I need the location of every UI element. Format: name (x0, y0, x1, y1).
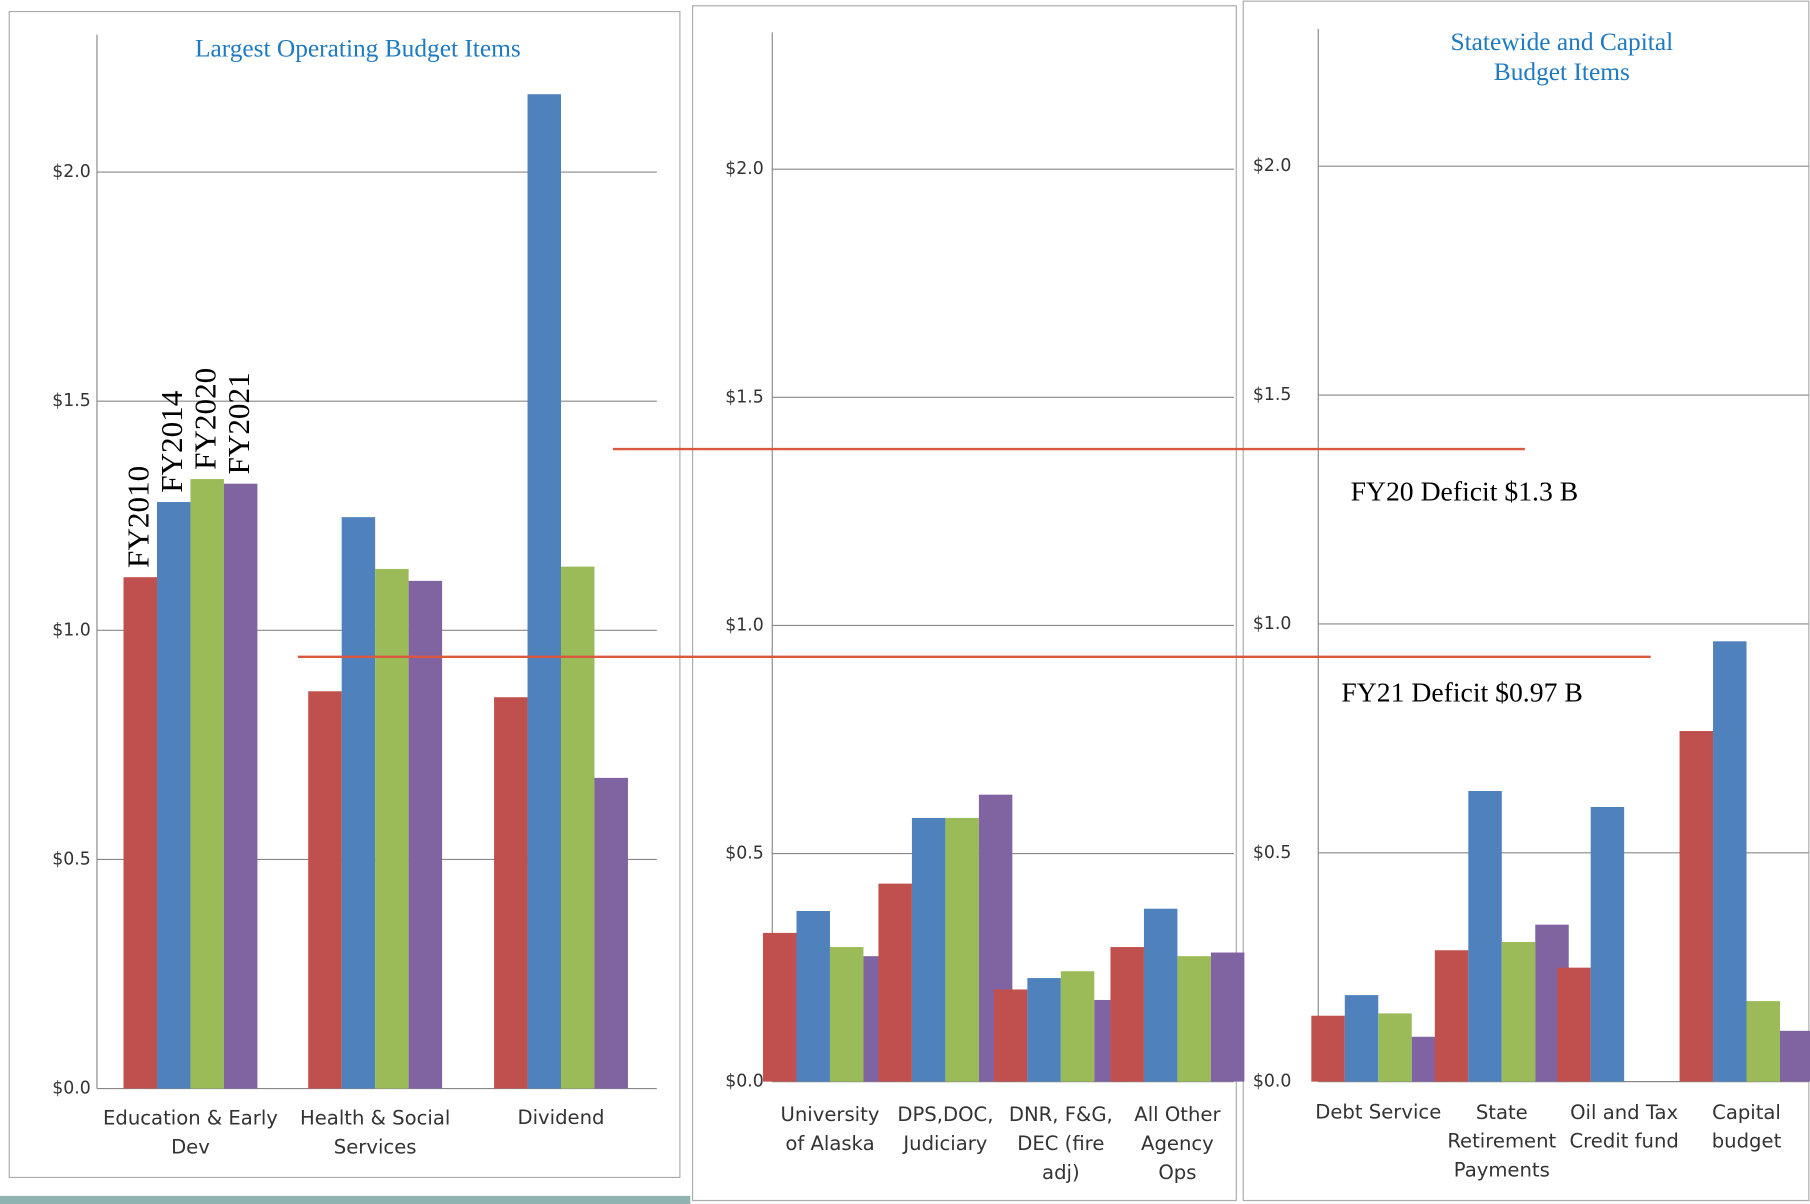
bar (1557, 967, 1591, 1082)
bar (1143, 908, 1178, 1082)
panel-frame (692, 5, 1237, 1202)
bar (1434, 950, 1469, 1082)
y-tick-label: $1.0 (725, 615, 764, 635)
y-tick-label: $0.0 (1253, 1072, 1292, 1092)
bar (1713, 641, 1747, 1082)
bar (1590, 806, 1625, 1082)
bar (527, 94, 562, 1089)
bar (878, 883, 912, 1082)
bar (1746, 1001, 1780, 1082)
bar (1779, 1030, 1810, 1082)
y-tick-label: $2.0 (1253, 156, 1292, 176)
legend-label: FY2014 (154, 390, 189, 493)
y-tick-label: $0.5 (52, 849, 91, 869)
panel-frame (1242, 0, 1810, 1202)
y-tick-label: $2.0 (52, 162, 91, 182)
charts: $0.0 $0.5 $1.0 $1.5 $2.0 Largest Operating Bu… (52, 28, 1810, 1184)
x-tick-label: Dividend (518, 1106, 605, 1129)
footer-strip (0, 1195, 691, 1204)
legend-label: FY2020 (188, 368, 223, 470)
bar (763, 932, 797, 1082)
x-tick-label: DNR, F&G, DEC (fire adj) (1009, 1103, 1113, 1184)
bar (308, 691, 342, 1089)
y-tick-label: $1.0 (52, 620, 91, 640)
y-tick-label: $1.5 (1253, 385, 1292, 405)
bar (1679, 731, 1714, 1082)
x-tick-label: University of Alaska (781, 1103, 880, 1155)
bar (1501, 942, 1536, 1082)
bar (1311, 1015, 1345, 1082)
annotation: FY21 Deficit $0.97 B (1341, 676, 1582, 707)
x-tick-label: State Retirement Payments (1447, 1100, 1556, 1181)
bar (375, 568, 409, 1089)
y-tick-label: $0.0 (725, 1072, 764, 1092)
bar (1378, 1013, 1412, 1082)
bar (796, 911, 830, 1082)
bar (561, 566, 595, 1089)
bar (993, 989, 1028, 1082)
bar (1027, 978, 1061, 1082)
y-tick-label: $2.0 (725, 159, 764, 179)
y-tick-label: $1.0 (1253, 614, 1292, 634)
bar (945, 817, 979, 1082)
x-tick-label: Debt Service (1315, 1100, 1441, 1123)
x-tick-label: Oil and Tax Credit fund (1569, 1100, 1678, 1152)
bar (829, 947, 864, 1082)
bar (223, 483, 258, 1089)
x-tick-label: Education & Early Dev (103, 1106, 278, 1158)
y-tick-label: $0.5 (725, 844, 764, 864)
bar (1344, 995, 1379, 1082)
chart-title: Largest Operating Budget Items (195, 35, 521, 63)
bar (123, 577, 157, 1089)
bar (190, 479, 224, 1089)
y-tick-label: $1.5 (52, 391, 91, 411)
x-tick-label: Health & Social Services (300, 1106, 450, 1158)
bar (1177, 956, 1211, 1082)
y-tick-label: $0.5 (1253, 843, 1292, 863)
bar (156, 502, 191, 1089)
bar (494, 697, 528, 1089)
panel-frame (8, 10, 681, 1179)
annotation: FY20 Deficit $1.3 B (1351, 475, 1579, 506)
y-tick-label: $1.5 (725, 387, 764, 407)
bar (1060, 971, 1095, 1082)
x-tick-label: All Other Agency Ops (1134, 1103, 1221, 1184)
x-tick-label: DPS,DOC, Judiciary (897, 1103, 993, 1155)
legend-label: FY2010 (121, 466, 156, 568)
bar (1110, 947, 1144, 1082)
bar (1468, 790, 1502, 1082)
bar (408, 580, 443, 1089)
legend-label: FY2021 (221, 372, 256, 474)
bar (594, 777, 628, 1089)
bar (341, 517, 376, 1089)
x-tick-label: Capital budget (1712, 1100, 1782, 1152)
chart-title: Statewide and Capital Budget Items (1450, 28, 1673, 86)
bar (1210, 952, 1245, 1082)
bar (911, 817, 946, 1082)
y-tick-label: $0.0 (52, 1079, 91, 1099)
